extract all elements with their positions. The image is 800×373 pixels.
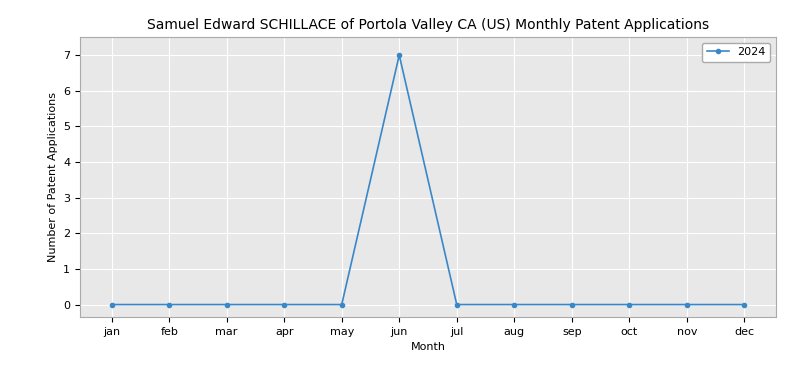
2024 — [682, 303, 692, 307]
2024 — [510, 303, 519, 307]
2024 — [222, 303, 231, 307]
2024 — [107, 303, 117, 307]
2024 — [452, 303, 462, 307]
Y-axis label: Number of Patent Applications: Number of Patent Applications — [47, 92, 58, 262]
2024 — [337, 303, 346, 307]
2024 — [567, 303, 577, 307]
Title: Samuel Edward SCHILLACE of Portola Valley CA (US) Monthly Patent Applications: Samuel Edward SCHILLACE of Portola Valle… — [147, 18, 709, 32]
Legend: 2024: 2024 — [702, 43, 770, 62]
2024 — [625, 303, 634, 307]
2024 — [279, 303, 289, 307]
2024 — [739, 303, 749, 307]
Line: 2024: 2024 — [110, 53, 746, 307]
2024 — [164, 303, 174, 307]
X-axis label: Month: Month — [410, 342, 446, 352]
2024 — [394, 53, 404, 57]
